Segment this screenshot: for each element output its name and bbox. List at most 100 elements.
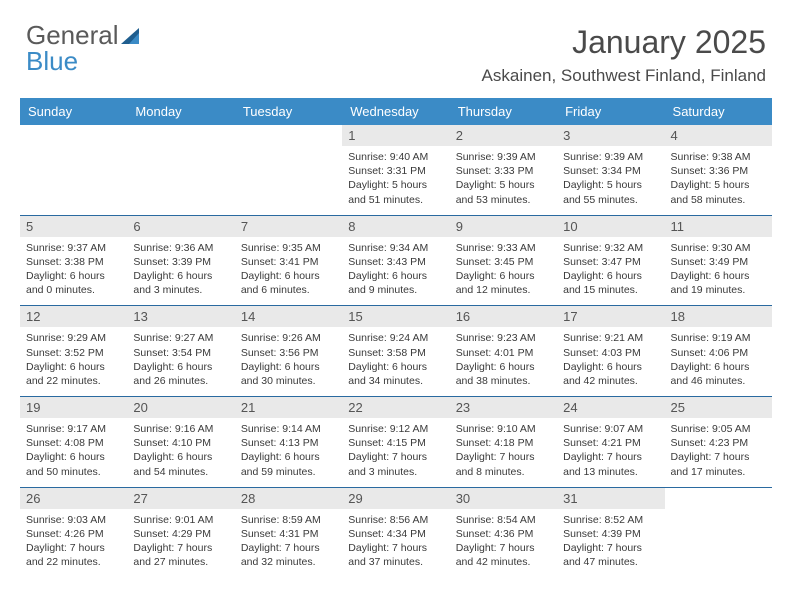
day-number: 21	[235, 397, 342, 418]
calendar-cell: 14Sunrise: 9:26 AMSunset: 3:56 PMDayligh…	[235, 306, 342, 397]
day-number: 7	[235, 216, 342, 237]
calendar-cell: 24 Sunrise: 9:07 AMSunset: 4:21 PMDayligh…	[557, 397, 664, 488]
day-detail: Sunrise: 9:23 AMSunset: 4:01 PMDaylight:…	[456, 331, 551, 388]
calendar-cell: 29 Sunrise: 8:56 AMSunset: 4:34 PMDayligh…	[342, 487, 449, 577]
calendar-cell: 21 Sunrise: 9:14 AMSunset: 4:13 PMDayligh…	[235, 397, 342, 488]
day-header: Sunday	[20, 98, 127, 125]
calendar-cell: 11 Sunrise: 9:30 AMSunset: 3:49 PMDayligh…	[665, 215, 772, 306]
day-detail: Sunrise: 9:38 AMSunset: 3:36 PMDaylight:…	[671, 150, 766, 207]
day-number: 18	[665, 306, 772, 327]
day-detail: Sunrise: 9:14 AMSunset: 4:13 PMDaylight:…	[241, 422, 336, 479]
calendar-cell: 16 Sunrise: 9:23 AMSunset: 4:01 PMDayligh…	[450, 306, 557, 397]
calendar-cell: 22Sunrise: 9:12 AMSunset: 4:15 PMDayligh…	[342, 397, 449, 488]
day-detail: Sunrise: 9:01 AMSunset: 4:29 PMDaylight:…	[133, 513, 228, 570]
day-detail: Sunrise: 9:39 AMSunset: 3:33 PMDaylight:…	[456, 150, 551, 207]
calendar-week: 1Sunrise: 9:40 AMSunset: 3:31 PMDaylight…	[20, 125, 772, 215]
day-header: Tuesday	[235, 98, 342, 125]
calendar-cell: 27 Sunrise: 9:01 AMSunset: 4:29 PMDayligh…	[127, 487, 234, 577]
day-number: 29	[342, 488, 449, 509]
calendar-cell: 13 Sunrise: 9:27 AMSunset: 3:54 PMDayligh…	[127, 306, 234, 397]
day-number: 2	[450, 125, 557, 146]
calendar-cell: 12 Sunrise: 9:29 AMSunset: 3:52 PMDayligh…	[20, 306, 127, 397]
calendar-cell: 3 Sunrise: 9:39 AMSunset: 3:34 PMDaylight…	[557, 125, 664, 215]
day-number: 28	[235, 488, 342, 509]
day-number: 31	[557, 488, 664, 509]
calendar-cell: 19 Sunrise: 9:17 AMSunset: 4:08 PMDayligh…	[20, 397, 127, 488]
day-detail: Sunrise: 9:35 AMSunset: 3:41 PMDaylight:…	[241, 241, 336, 298]
calendar-cell: 9 Sunrise: 9:33 AMSunset: 3:45 PMDaylight…	[450, 215, 557, 306]
day-number: 8	[342, 216, 449, 237]
day-header: Saturday	[665, 98, 772, 125]
calendar-cell: 30 Sunrise: 8:54 AMSunset: 4:36 PMDayligh…	[450, 487, 557, 577]
day-number: 16	[450, 306, 557, 327]
day-detail: Sunrise: 9:24 AMSunset: 3:58 PMDaylight:…	[348, 331, 443, 388]
day-detail: Sunrise: 9:29 AMSunset: 3:52 PMDaylight:…	[26, 331, 121, 388]
calendar-cell: 28 Sunrise: 8:59 AMSunset: 4:31 PMDayligh…	[235, 487, 342, 577]
day-detail: Sunrise: 8:59 AMSunset: 4:31 PMDaylight:…	[241, 513, 336, 570]
day-number: 30	[450, 488, 557, 509]
brand-line2: Blue	[26, 48, 143, 74]
day-number: 15	[342, 306, 449, 327]
calendar-cell	[127, 125, 234, 215]
day-detail: Sunrise: 9:21 AMSunset: 4:03 PMDaylight:…	[563, 331, 658, 388]
day-header: Thursday	[450, 98, 557, 125]
day-detail: Sunrise: 9:10 AMSunset: 4:18 PMDaylight:…	[456, 422, 551, 479]
day-detail: Sunrise: 9:37 AMSunset: 3:38 PMDaylight:…	[26, 241, 121, 298]
calendar-cell: 17 Sunrise: 9:21 AMSunset: 4:03 PMDayligh…	[557, 306, 664, 397]
day-number: 17	[557, 306, 664, 327]
calendar-cell: 26 Sunrise: 9:03 AMSunset: 4:26 PMDayligh…	[20, 487, 127, 577]
calendar-cell: 5 Sunrise: 9:37 AMSunset: 3:38 PMDaylight…	[20, 215, 127, 306]
brand-logo: General Blue	[26, 22, 143, 74]
day-number: 12	[20, 306, 127, 327]
day-number: 6	[127, 216, 234, 237]
calendar-cell: 18 Sunrise: 9:19 AMSunset: 4:06 PMDayligh…	[665, 306, 772, 397]
calendar-week: 26 Sunrise: 9:03 AMSunset: 4:26 PMDayligh…	[20, 487, 772, 577]
day-number: 4	[665, 125, 772, 146]
calendar-cell	[235, 125, 342, 215]
calendar-cell: 2 Sunrise: 9:39 AMSunset: 3:33 PMDaylight…	[450, 125, 557, 215]
day-detail: Sunrise: 9:17 AMSunset: 4:08 PMDaylight:…	[26, 422, 121, 479]
calendar-week: 12 Sunrise: 9:29 AMSunset: 3:52 PMDayligh…	[20, 306, 772, 397]
day-detail: Sunrise: 9:34 AMSunset: 3:43 PMDaylight:…	[348, 241, 443, 298]
day-header-row: SundayMondayTuesdayWednesdayThursdayFrid…	[20, 98, 772, 125]
calendar-week: 19 Sunrise: 9:17 AMSunset: 4:08 PMDayligh…	[20, 397, 772, 488]
day-detail: Sunrise: 9:07 AMSunset: 4:21 PMDaylight:…	[563, 422, 658, 479]
day-header: Wednesday	[342, 98, 449, 125]
page-title: January 2025	[572, 24, 766, 61]
calendar-week: 5 Sunrise: 9:37 AMSunset: 3:38 PMDaylight…	[20, 215, 772, 306]
day-number: 27	[127, 488, 234, 509]
day-detail: Sunrise: 8:56 AMSunset: 4:34 PMDaylight:…	[348, 513, 443, 570]
day-detail: Sunrise: 9:26 AMSunset: 3:56 PMDaylight:…	[241, 331, 336, 388]
calendar-cell: 1Sunrise: 9:40 AMSunset: 3:31 PMDaylight…	[342, 125, 449, 215]
day-detail: Sunrise: 9:36 AMSunset: 3:39 PMDaylight:…	[133, 241, 228, 298]
day-detail: Sunrise: 9:19 AMSunset: 4:06 PMDaylight:…	[671, 331, 766, 388]
day-number: 22	[342, 397, 449, 418]
sail-icon	[121, 24, 143, 50]
day-detail: Sunrise: 9:03 AMSunset: 4:26 PMDaylight:…	[26, 513, 121, 570]
day-header: Monday	[127, 98, 234, 125]
day-number: 1	[342, 125, 449, 146]
calendar-cell: 31 Sunrise: 8:52 AMSunset: 4:39 PMDayligh…	[557, 487, 664, 577]
day-detail: Sunrise: 9:39 AMSunset: 3:34 PMDaylight:…	[563, 150, 658, 207]
day-header: Friday	[557, 98, 664, 125]
day-number: 19	[20, 397, 127, 418]
day-detail: Sunrise: 9:16 AMSunset: 4:10 PMDaylight:…	[133, 422, 228, 479]
day-number: 20	[127, 397, 234, 418]
day-number: 5	[20, 216, 127, 237]
day-detail: Sunrise: 9:33 AMSunset: 3:45 PMDaylight:…	[456, 241, 551, 298]
calendar-cell: 25Sunrise: 9:05 AMSunset: 4:23 PMDayligh…	[665, 397, 772, 488]
day-number: 13	[127, 306, 234, 327]
day-number: 11	[665, 216, 772, 237]
day-detail: Sunrise: 8:52 AMSunset: 4:39 PMDaylight:…	[563, 513, 658, 570]
day-number: 24	[557, 397, 664, 418]
day-detail: Sunrise: 8:54 AMSunset: 4:36 PMDaylight:…	[456, 513, 551, 570]
day-detail: Sunrise: 9:27 AMSunset: 3:54 PMDaylight:…	[133, 331, 228, 388]
day-number: 26	[20, 488, 127, 509]
calendar-cell	[20, 125, 127, 215]
day-number: 25	[665, 397, 772, 418]
calendar-table: SundayMondayTuesdayWednesdayThursdayFrid…	[20, 98, 772, 577]
day-number: 9	[450, 216, 557, 237]
day-detail: Sunrise: 9:30 AMSunset: 3:49 PMDaylight:…	[671, 241, 766, 298]
day-number: 3	[557, 125, 664, 146]
calendar-cell: 4 Sunrise: 9:38 AMSunset: 3:36 PMDaylight…	[665, 125, 772, 215]
